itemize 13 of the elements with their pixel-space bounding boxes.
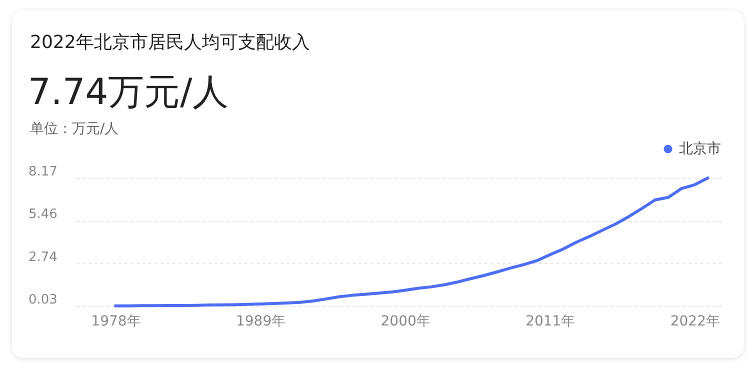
x-tick-label: 2000年 [380, 314, 430, 330]
y-tick-label: 2.74 [28, 250, 58, 265]
x-tick-label: 2011年 [526, 314, 576, 330]
x-tick-label: 1989年 [236, 314, 286, 330]
x-tick-label: 1978年 [91, 314, 141, 330]
chart-title: 2022年北京市居民人均可支配收入 [30, 31, 310, 54]
x-tick-label: 2022年 [670, 314, 720, 330]
y-axis-title: 单位：万元/人 [30, 120, 119, 138]
y-tick-label: 5.46 [28, 207, 58, 222]
y-tick-label: 8.17 [28, 164, 58, 180]
y-tick-label: 0.03 [28, 292, 58, 308]
chart-subtitle: 7.74万元/人 [28, 71, 228, 115]
legend-label: 北京市 [679, 141, 721, 157]
